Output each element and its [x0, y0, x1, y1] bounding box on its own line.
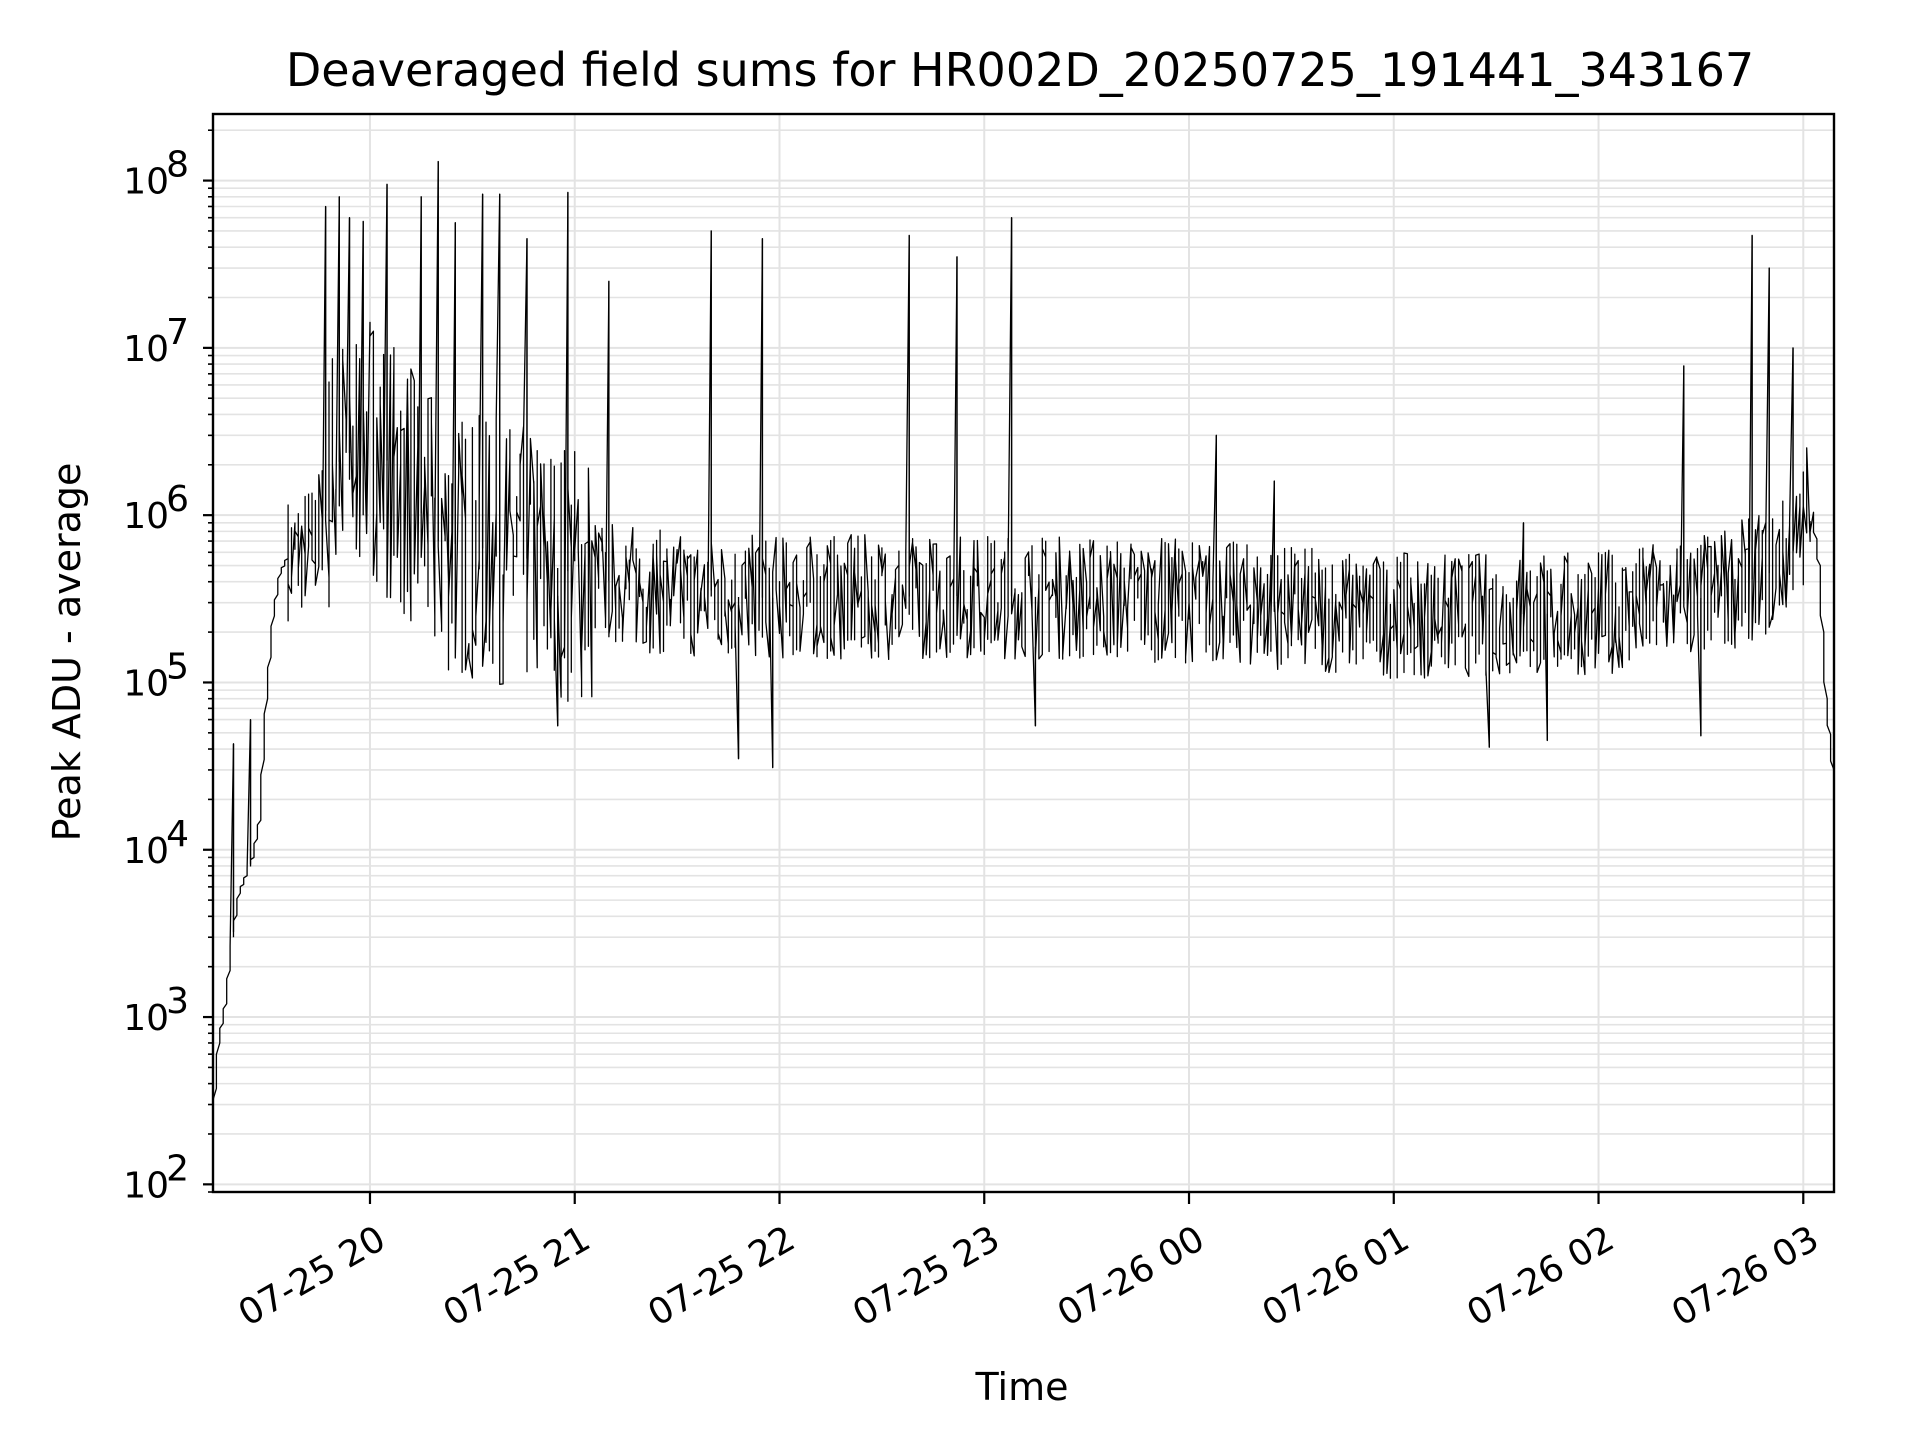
- y-tick-base: 10: [123, 162, 169, 203]
- x-axis-label: Time: [975, 1365, 1069, 1409]
- y-tick-exponent: 2: [166, 1148, 189, 1189]
- y-tick-label: 10: [123, 1165, 169, 1206]
- plot-frame: [211, 112, 1836, 1194]
- data-layer: [212, 160, 1835, 1134]
- y-tick-base: 10: [123, 831, 169, 872]
- y-tick-exponent: 6: [166, 479, 189, 520]
- y-tick-base: 10: [123, 663, 169, 704]
- y-tick-exponent: 4: [166, 814, 189, 855]
- y-tick-base: 10: [123, 1165, 169, 1206]
- y-tick-exponent: 8: [166, 145, 189, 186]
- grid-layer: [213, 114, 1834, 1193]
- y-tick-exponent: 3: [166, 981, 189, 1022]
- y-tick-base: 10: [123, 496, 169, 537]
- y-tick-label: 10: [123, 831, 169, 872]
- y-tick-exponent: 5: [166, 646, 189, 687]
- y-tick-label: 10: [123, 663, 169, 704]
- chart-title: Deaveraged field sums for HR002D_2025072…: [286, 43, 1754, 97]
- y-tick-label: 10: [123, 496, 169, 537]
- y-tick-exponent: 7: [166, 312, 189, 353]
- y-tick-base: 10: [123, 329, 169, 370]
- y-tick-label: 10: [123, 162, 169, 203]
- y-tick-base: 10: [123, 998, 169, 1039]
- y-tick-label: 10: [123, 329, 169, 370]
- y-axis-label: Peak ADU - average: [45, 463, 89, 842]
- y-tick-label: 10: [123, 998, 169, 1039]
